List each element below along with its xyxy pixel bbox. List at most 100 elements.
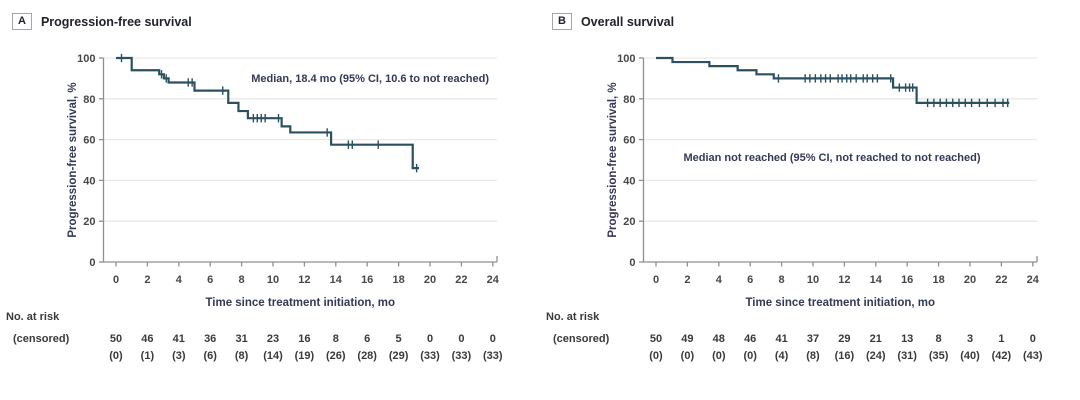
censored-value: (16) <box>835 350 855 362</box>
svg-text:10: 10 <box>807 274 819 286</box>
at-risk-value: 1 <box>998 333 1004 345</box>
y-tick-labels: 0 20 40 60 80 100 <box>77 53 95 269</box>
censored-label: (censored) <box>13 333 70 345</box>
censored-value: (33) <box>452 350 472 362</box>
censored-value: (4) <box>775 350 789 362</box>
at-risk-value: 41 <box>775 333 787 345</box>
axes <box>99 57 498 267</box>
at-risk-value: 50 <box>650 333 662 345</box>
risk-table: No. at risk(censored) 50 46 41 36 31 23 16 8 6 5 0 0… <box>6 311 503 362</box>
censored-value: (31) <box>897 350 917 362</box>
at-risk-value: 48 <box>713 333 725 345</box>
censor-ticks <box>777 74 1009 108</box>
survival-curve <box>656 56 1010 104</box>
svg-text:20: 20 <box>424 274 436 286</box>
panel-progression-free-survival: A Progression-free survival 0 20 40 60 80 100… <box>6 13 503 362</box>
censored-value: (19) <box>295 350 315 362</box>
survival-curve <box>116 56 420 170</box>
censor-ticks <box>120 53 418 173</box>
y-tick-labels: 0 20 40 60 80 100 <box>617 53 635 269</box>
at-risk-value: 50 <box>110 333 122 345</box>
svg-text:14: 14 <box>330 274 343 286</box>
svg-text:4: 4 <box>176 274 183 286</box>
censored-value: (8) <box>235 350 249 362</box>
at-risk-value: 13 <box>901 333 913 345</box>
svg-text:8: 8 <box>239 274 245 286</box>
at-risk-value: 29 <box>838 333 850 345</box>
risk-table-label: No. at risk <box>546 311 600 323</box>
panel-b-header: B Overall survival <box>552 13 674 30</box>
svg-text:22: 22 <box>995 274 1007 286</box>
svg-text:20: 20 <box>623 216 635 228</box>
svg-text:6: 6 <box>747 274 753 286</box>
at-risk-value: 8 <box>936 333 942 345</box>
censored-value: (40) <box>960 350 980 362</box>
censored-value: (3) <box>172 350 186 362</box>
censored-value: (42) <box>992 350 1012 362</box>
svg-text:0: 0 <box>113 274 119 286</box>
svg-text:0: 0 <box>653 274 659 286</box>
at-risk-value: 0 <box>427 333 433 345</box>
at-risk-value: 21 <box>870 333 882 345</box>
x-tick-labels: 0 2 4 6 8 10 12 14 16 18 20 22 24 <box>113 274 500 286</box>
at-risk-value: 41 <box>173 333 185 345</box>
at-risk-value: 0 <box>1030 333 1036 345</box>
censored-value: (28) <box>357 350 377 362</box>
svg-text:12: 12 <box>838 274 850 286</box>
median-annotation: Median, 18.4 mo (95% CI, 10.6 to not rea… <box>251 73 489 85</box>
censored-value: (14) <box>263 350 283 362</box>
at-risk-value: 3 <box>967 333 973 345</box>
svg-text:16: 16 <box>361 274 373 286</box>
at-risk-value: 5 <box>396 333 402 345</box>
svg-text:0: 0 <box>629 257 635 269</box>
at-risk-value: 6 <box>364 333 370 345</box>
censored-value: (29) <box>389 350 409 362</box>
svg-text:80: 80 <box>623 94 635 106</box>
censored-value: (0) <box>681 350 695 362</box>
svg-text:10: 10 <box>267 274 279 286</box>
panel-a-label-box: A <box>12 13 32 30</box>
svg-text:18: 18 <box>392 274 404 286</box>
svg-text:80: 80 <box>83 94 95 106</box>
censored-value: (26) <box>326 350 346 362</box>
svg-text:12: 12 <box>298 274 310 286</box>
risk-table-label: No. at risk <box>6 311 60 323</box>
censored-value: (0) <box>712 350 726 362</box>
x-axis-title: Time since treatment initiation, mo <box>745 297 935 309</box>
at-risk-value: 46 <box>744 333 756 345</box>
svg-text:20: 20 <box>83 216 95 228</box>
panel-overall-survival: B Overall survival 0 20 40 60 80 100 0 2 4 6 8 10 12… <box>540 0 1080 400</box>
axes <box>639 57 1038 267</box>
x-tick-labels: 0 2 4 6 8 10 12 14 16 18 20 22 24 <box>653 274 1040 286</box>
censored-label: (censored) <box>553 333 610 345</box>
at-risk-value: 46 <box>141 333 153 345</box>
censored-value: (1) <box>141 350 155 362</box>
panel-a-title: Progression-free survival <box>40 14 192 29</box>
at-risk-value: 37 <box>807 333 819 345</box>
gridlines <box>643 57 1037 222</box>
censored-value: (35) <box>929 350 949 362</box>
at-risk-value: 8 <box>333 333 339 345</box>
svg-text:24: 24 <box>1027 274 1040 286</box>
svg-text:100: 100 <box>617 53 635 65</box>
svg-text:60: 60 <box>623 135 635 147</box>
censored-value: (6) <box>203 350 217 362</box>
censored-value: (33) <box>420 350 440 362</box>
x-axis-title: Time since treatment initiation, mo <box>205 297 395 309</box>
censored-value: (33) <box>483 350 503 362</box>
svg-text:22: 22 <box>455 274 467 286</box>
svg-text:18: 18 <box>932 274 944 286</box>
svg-text:2: 2 <box>684 274 690 286</box>
svg-text:24: 24 <box>487 274 500 286</box>
censored-value: (0) <box>743 350 757 362</box>
svg-text:6: 6 <box>207 274 213 286</box>
at-risk-value: 0 <box>458 333 464 345</box>
y-axis-title: Progression-free survival, % <box>67 82 79 237</box>
censored-value: (43) <box>1023 350 1043 362</box>
svg-text:2: 2 <box>144 274 150 286</box>
svg-text:40: 40 <box>623 175 635 187</box>
censored-value: (24) <box>866 350 886 362</box>
svg-text:14: 14 <box>870 274 883 286</box>
